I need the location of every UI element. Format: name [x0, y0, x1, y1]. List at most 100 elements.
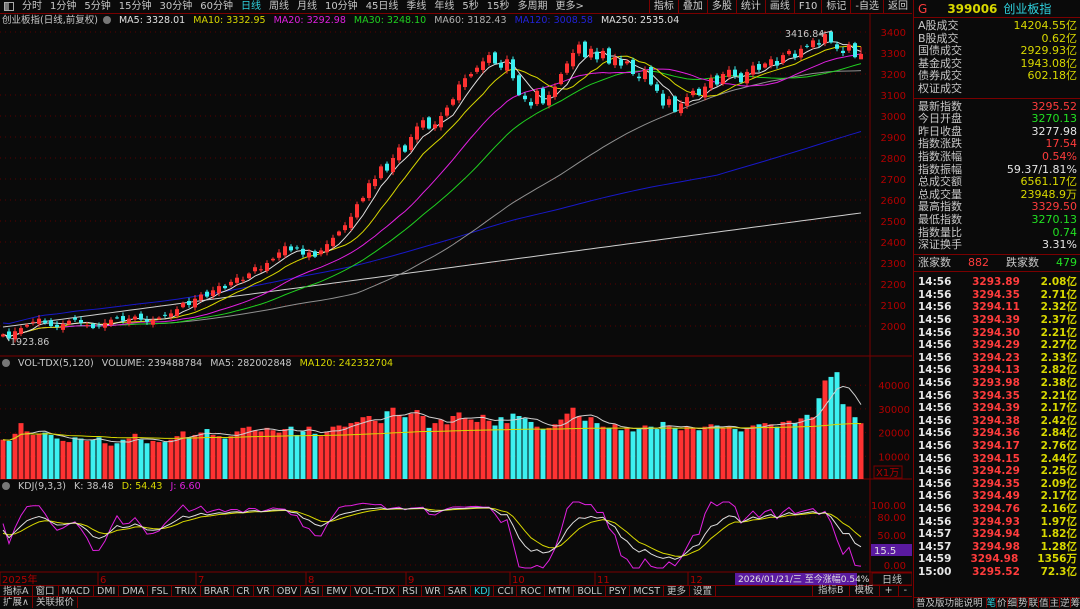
volume-bar [852, 417, 858, 479]
indicator-tab-cr[interactable]: CR [234, 586, 254, 597]
period-3[interactable]: 15分钟 [118, 0, 152, 12]
period-4[interactable]: 30分钟 [159, 0, 193, 12]
tool-button-7[interactable]: -自选 [850, 0, 883, 14]
period-8[interactable]: 月线 [296, 0, 317, 12]
indicator-tab-mtm[interactable]: MTM [545, 586, 575, 597]
indicator-tab-vr[interactable]: VR [254, 586, 274, 597]
volume-bar [360, 417, 366, 479]
indicator-tab-cci[interactable]: CCI [494, 586, 518, 597]
indicator-tab-emv[interactable]: EMV [323, 586, 352, 597]
period-5[interactable]: 60分钟 [200, 0, 233, 12]
indicator-tab-vol-tdx[interactable]: VOL-TDX [351, 586, 400, 597]
indicator-tab-dma[interactable]: DMA [119, 586, 149, 597]
candle-body [115, 317, 119, 319]
indicator-tab-psy[interactable]: PSY [606, 586, 631, 597]
period-14[interactable]: 15秒 [486, 0, 510, 12]
period-6[interactable]: 日线 [240, 0, 261, 12]
indicator-right-tab-3[interactable]: - [897, 585, 912, 597]
volume-bar [606, 427, 612, 479]
tick-list[interactable]: 14:56 3293.89 2.08亿 14:56 3294.35 2.71亿 14:56 3… [914, 274, 1080, 578]
quote-tab-5[interactable]: 值 [1038, 598, 1049, 609]
quote-tab-7[interactable]: 逆 [1059, 598, 1070, 609]
indicator-tab-boll[interactable]: BOLL [574, 586, 606, 597]
candle-body [163, 314, 167, 316]
period-2[interactable]: 5分钟 [84, 0, 111, 12]
indicator-tab-obv[interactable]: OBV [274, 586, 302, 597]
tool-button-0[interactable]: 指标 [648, 0, 678, 14]
quote-tab-8[interactable]: 筹 [1069, 598, 1080, 609]
volume-bar [546, 427, 552, 479]
indicator-tab-指标a[interactable]: 指标A [0, 586, 33, 597]
quote-tab-4[interactable]: 联 [1027, 598, 1039, 609]
period-13[interactable]: 5秒 [462, 0, 479, 12]
indicator-tab-窗口[interactable]: 窗口 [33, 586, 59, 597]
quote-tab-2[interactable]: 细 [1006, 598, 1018, 609]
candle-body [481, 61, 485, 71]
help-link[interactable]: 普及版功能说明 [916, 598, 983, 609]
period-1[interactable]: 1分钟 [50, 0, 77, 12]
quote-tab-0[interactable]: 笔 [985, 598, 997, 609]
tool-button-2[interactable]: 多股 [706, 0, 736, 14]
row-label: 总成交量 [918, 187, 962, 201]
tool-button-8[interactable]: 返回 [883, 0, 912, 14]
quote-tab-3[interactable]: 势 [1017, 598, 1028, 609]
indicator-right-tab-2[interactable]: + [878, 585, 898, 597]
candle-body [709, 78, 713, 88]
indicator-right-tab-0[interactable]: 指标B [812, 585, 849, 597]
settings-icon[interactable] [2, 359, 10, 367]
tick-row: 14:56 3294.38 2.42亿 [914, 415, 1080, 428]
candle-body [805, 45, 809, 47]
quote-row: 昨日收盘 3277.98 [914, 125, 1080, 139]
indicator-tab-更多[interactable]: 更多 [664, 586, 691, 597]
indicator-tab-fsl[interactable]: FSL [148, 586, 172, 597]
kdj-tick-label: 50.00 [877, 531, 906, 542]
bottom-tab-0[interactable]: 扩展∧ [0, 597, 33, 608]
ma60-value: MA60: 3182.43 [434, 15, 507, 26]
chart-area[interactable]: 3400 3300 3200 3100 3000 2900 2800 2700 2600 2500… [0, 0, 912, 586]
row-label: 最低指数 [918, 212, 962, 226]
settings-icon[interactable] [102, 16, 111, 24]
period-0[interactable]: 分时 [22, 0, 42, 12]
row-label: 基金成交 [918, 56, 962, 70]
period-15[interactable]: 多周期 [517, 0, 548, 12]
quote-tab-1[interactable]: 价 [996, 598, 1007, 609]
period-12[interactable]: 年线 [434, 0, 455, 12]
quote-row: 最低指数 3270.13 [914, 212, 1080, 227]
volume-bar [780, 421, 786, 479]
panel-toggle-icon[interactable] [4, 2, 14, 11]
volume-bar [552, 424, 558, 479]
kdj-legend: KDJ(9,3,3) K: 38.48 D: 54.43 J: 6.60 [2, 481, 206, 493]
volume-bar [738, 431, 744, 479]
tool-button-5[interactable]: F10 [793, 0, 821, 14]
indicator-tab-mcst[interactable]: MCST [630, 586, 665, 597]
period-9[interactable]: 10分钟 [324, 0, 358, 12]
indicator-tab-sar[interactable]: SAR [445, 586, 471, 597]
indicator-tab-roc[interactable]: ROC [517, 586, 546, 597]
tool-button-3[interactable]: 统计 [735, 0, 765, 14]
indicator-tab-trix[interactable]: TRIX [172, 586, 201, 597]
tool-button-4[interactable]: 画线 [764, 0, 794, 14]
tool-button-6[interactable]: 标记 [821, 0, 850, 14]
tick-amount: 2.21亿 [1040, 326, 1077, 339]
indicator-tab-dmi[interactable]: DMI [94, 586, 120, 597]
tick-amount: 2.84亿 [1040, 427, 1077, 440]
settings-icon[interactable] [2, 482, 10, 490]
indicator-tab-wr[interactable]: WR [422, 586, 445, 597]
volume-bar [810, 417, 816, 479]
quote-tab-6[interactable]: 主 [1048, 598, 1060, 609]
indicator-tab-asi[interactable]: ASI [301, 586, 324, 597]
indicator-right-tab-1[interactable]: 模板 [848, 585, 879, 597]
period-10[interactable]: 45日线 [365, 0, 399, 12]
indicator-tab-设置[interactable]: 设置 [690, 586, 717, 597]
tool-button-1[interactable]: 叠加 [677, 0, 707, 14]
volume-bar [102, 443, 108, 479]
ma30-line [2, 63, 862, 338]
bottom-tab-1[interactable]: 关联报价 [33, 597, 78, 608]
period-11[interactable]: 季线 [406, 0, 427, 12]
indicator-tab-kdj[interactable]: KDJ [471, 586, 495, 597]
indicator-tab-rsi[interactable]: RSI [399, 586, 422, 597]
indicator-tab-macd[interactable]: MACD [59, 586, 94, 597]
period-16[interactable]: 更多> [555, 0, 584, 12]
indicator-tab-brar[interactable]: BRAR [201, 586, 234, 597]
period-7[interactable]: 周线 [268, 0, 289, 12]
